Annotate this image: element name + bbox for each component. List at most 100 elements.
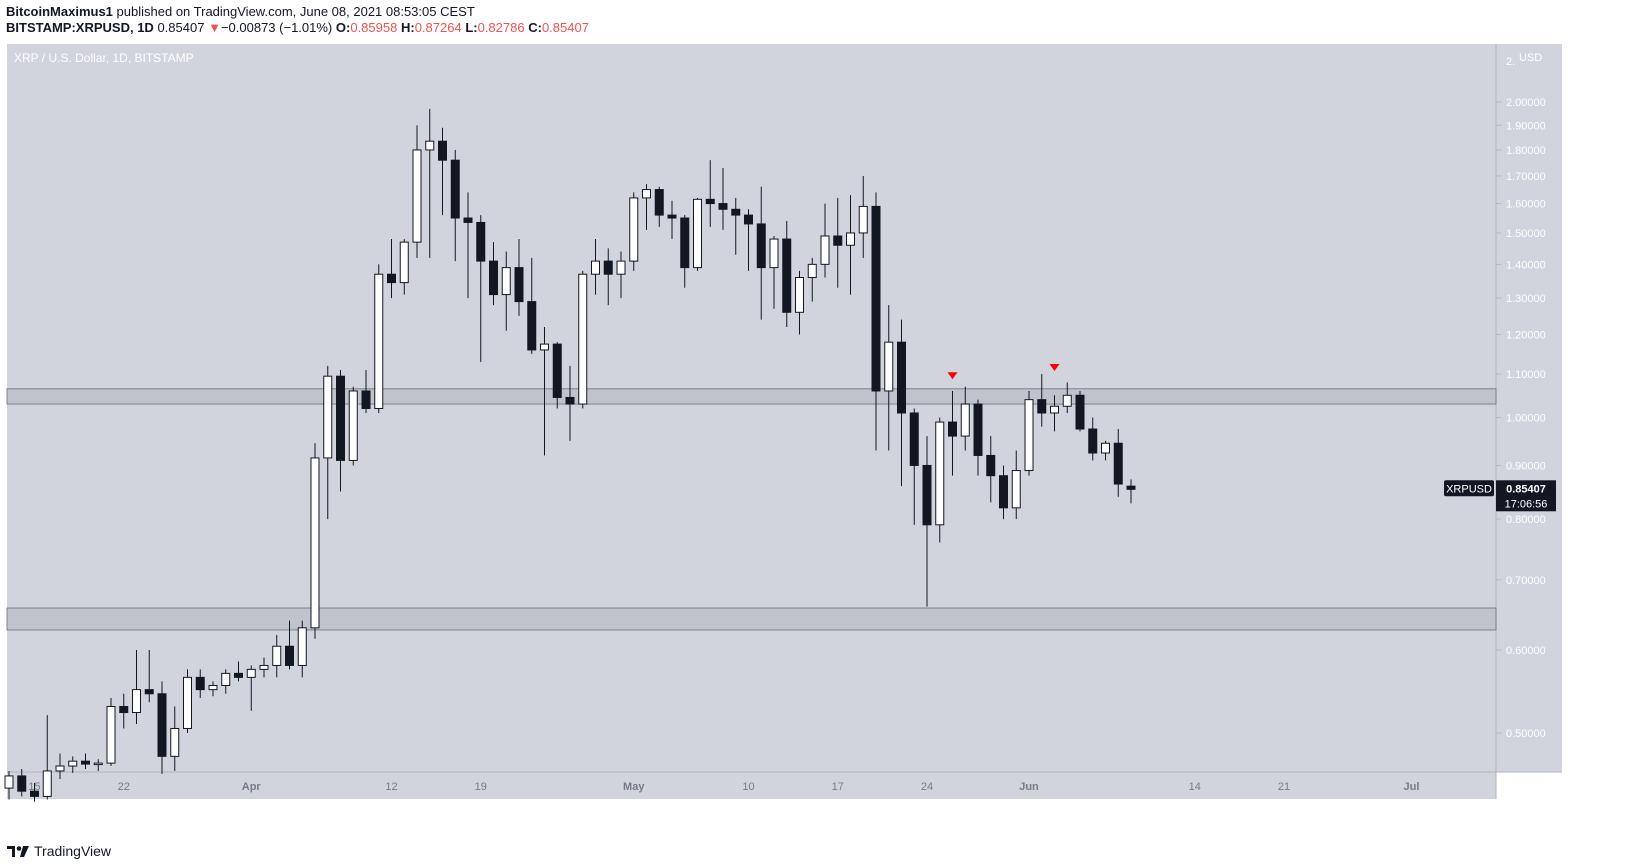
candle[interactable] bbox=[1101, 440, 1110, 461]
candle[interactable] bbox=[1050, 395, 1059, 432]
candle[interactable] bbox=[871, 192, 881, 451]
candle[interactable] bbox=[42, 715, 52, 800]
candle[interactable] bbox=[922, 436, 932, 607]
candle[interactable] bbox=[680, 215, 690, 288]
candle[interactable] bbox=[310, 443, 320, 639]
candle[interactable] bbox=[1062, 382, 1072, 413]
candle[interactable] bbox=[132, 650, 141, 724]
candle[interactable] bbox=[476, 215, 486, 362]
candle[interactable] bbox=[1024, 390, 1034, 476]
candle[interactable] bbox=[412, 125, 422, 258]
candle[interactable] bbox=[858, 175, 868, 258]
candle[interactable] bbox=[119, 693, 129, 729]
candle[interactable] bbox=[399, 239, 409, 295]
candle[interactable] bbox=[285, 620, 294, 670]
candle[interactable] bbox=[769, 235, 779, 309]
candle[interactable] bbox=[144, 650, 154, 703]
candle[interactable] bbox=[642, 184, 651, 230]
candle[interactable] bbox=[973, 399, 983, 476]
candle[interactable] bbox=[387, 239, 396, 299]
candle[interactable] bbox=[1075, 390, 1085, 432]
candle[interactable] bbox=[616, 251, 626, 299]
candle[interactable] bbox=[782, 220, 792, 327]
candle[interactable] bbox=[1088, 417, 1098, 461]
candle[interactable] bbox=[540, 326, 549, 456]
candle[interactable] bbox=[1113, 429, 1123, 497]
candle[interactable] bbox=[183, 669, 192, 733]
candle[interactable] bbox=[221, 669, 231, 694]
plot-area[interactable] bbox=[7, 44, 1496, 772]
candle[interactable] bbox=[527, 257, 537, 354]
candle[interactable] bbox=[374, 264, 384, 413]
candle[interactable] bbox=[361, 369, 371, 413]
candle[interactable] bbox=[246, 665, 256, 711]
candle[interactable] bbox=[1037, 374, 1047, 427]
candle[interactable] bbox=[909, 408, 919, 525]
candle[interactable] bbox=[170, 706, 180, 771]
x-tick-label: 12 bbox=[385, 781, 397, 793]
publisher-name[interactable]: BitcoinMaximus1 bbox=[6, 4, 113, 19]
candle[interactable] bbox=[489, 242, 498, 306]
candle[interactable] bbox=[705, 160, 715, 227]
candle[interactable] bbox=[323, 365, 333, 520]
candle[interactable] bbox=[208, 681, 218, 697]
candle[interactable] bbox=[93, 759, 103, 771]
candle[interactable] bbox=[986, 436, 996, 503]
candle[interactable] bbox=[157, 681, 167, 774]
candle[interactable] bbox=[514, 239, 524, 316]
candle[interactable] bbox=[234, 661, 243, 682]
candle[interactable] bbox=[578, 270, 588, 409]
candle[interactable] bbox=[1011, 450, 1021, 520]
candle[interactable] bbox=[591, 239, 600, 295]
candle[interactable] bbox=[55, 753, 65, 779]
candle[interactable] bbox=[552, 342, 562, 409]
candle[interactable] bbox=[450, 149, 460, 262]
candle[interactable] bbox=[999, 465, 1008, 520]
candle[interactable] bbox=[654, 186, 664, 227]
candle[interactable] bbox=[884, 305, 894, 451]
candle[interactable] bbox=[348, 386, 358, 466]
candle[interactable] bbox=[731, 197, 741, 255]
candle[interactable] bbox=[744, 209, 753, 271]
candle[interactable] bbox=[30, 782, 39, 802]
time-axis[interactable] bbox=[7, 772, 1496, 799]
candle[interactable] bbox=[501, 251, 511, 331]
footer-brand[interactable]: TradingView bbox=[34, 843, 112, 859]
candle[interactable] bbox=[935, 417, 945, 543]
candle[interactable] bbox=[17, 768, 27, 797]
candle[interactable] bbox=[438, 127, 447, 216]
candle[interactable] bbox=[1126, 479, 1136, 504]
candle[interactable] bbox=[195, 669, 205, 698]
price-axis[interactable] bbox=[1496, 44, 1562, 772]
candle[interactable] bbox=[463, 192, 473, 299]
candle[interactable] bbox=[81, 753, 90, 769]
candle[interactable] bbox=[336, 369, 345, 492]
candle[interactable] bbox=[833, 197, 843, 288]
candle[interactable] bbox=[603, 248, 613, 306]
candle[interactable] bbox=[756, 186, 766, 320]
candle[interactable] bbox=[807, 257, 817, 302]
candle[interactable] bbox=[425, 108, 435, 258]
horizontal-zone[interactable] bbox=[6, 607, 1497, 631]
candle[interactable] bbox=[259, 657, 269, 678]
candle[interactable] bbox=[693, 197, 702, 271]
candle[interactable] bbox=[897, 319, 906, 487]
y-tick-label: 1.20000 bbox=[1506, 330, 1546, 342]
candle[interactable] bbox=[820, 203, 830, 278]
candle[interactable] bbox=[106, 697, 116, 767]
candle[interactable] bbox=[629, 192, 639, 271]
candle[interactable] bbox=[846, 195, 855, 295]
candle[interactable] bbox=[667, 200, 677, 240]
candle[interactable] bbox=[948, 390, 957, 476]
candle[interactable] bbox=[4, 770, 14, 800]
candle[interactable] bbox=[960, 386, 970, 451]
candle[interactable] bbox=[68, 756, 78, 773]
candle[interactable] bbox=[795, 270, 804, 335]
candle[interactable] bbox=[297, 620, 307, 678]
candle[interactable] bbox=[565, 365, 575, 441]
candle[interactable] bbox=[272, 635, 282, 678]
candle[interactable] bbox=[718, 168, 728, 230]
x-tick-label: 10 bbox=[742, 781, 754, 793]
horizontal-zone[interactable] bbox=[6, 388, 1497, 405]
